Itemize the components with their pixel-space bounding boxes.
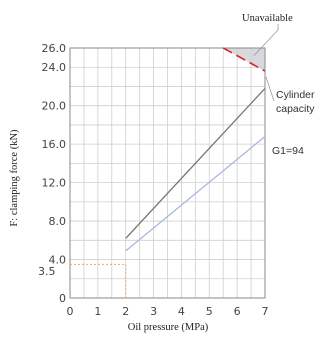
unavailable-leader [253,24,279,56]
x-tick-label: 6 [234,305,241,318]
y-tick-label: 0 [59,292,66,305]
x-tick-label: 1 [94,305,101,318]
x-tick-label: 0 [67,305,74,318]
annotation-cylinder: Cylinder [276,89,315,101]
capacity-leader [265,76,275,102]
series-line-3 [125,135,266,252]
x-tick-label: 7 [262,305,269,318]
y-tick-label: 12.0 [42,177,67,190]
series-line-1 [222,47,266,72]
plot-frame [69,47,266,299]
y-tick-label: 20.0 [42,100,67,113]
x-axis-label: Oil pressure (MPa) [128,322,209,333]
x-tick-label: 3 [150,305,157,318]
annotation-g1: G1=94 [272,145,304,157]
x-tick-label: 5 [206,305,213,318]
x-tick-label: 2 [122,305,129,318]
y-tick-label: 8.0 [49,215,67,228]
annotation-3-5: 3.5 [38,265,56,278]
y-tick-label: 24.0 [42,61,67,74]
annotation-unavailable: Unavailable [242,13,293,24]
y-tick-label: 4.0 [49,254,67,267]
y-tick-label: 26.0 [42,42,67,55]
y-tick-label: 16.0 [42,138,67,151]
annotation-capacity: capacity [276,103,315,115]
y-axis-label: F: clamping force (kN) [9,129,20,227]
x-tick-label: 4 [178,305,185,318]
series-line-2 [125,87,266,239]
